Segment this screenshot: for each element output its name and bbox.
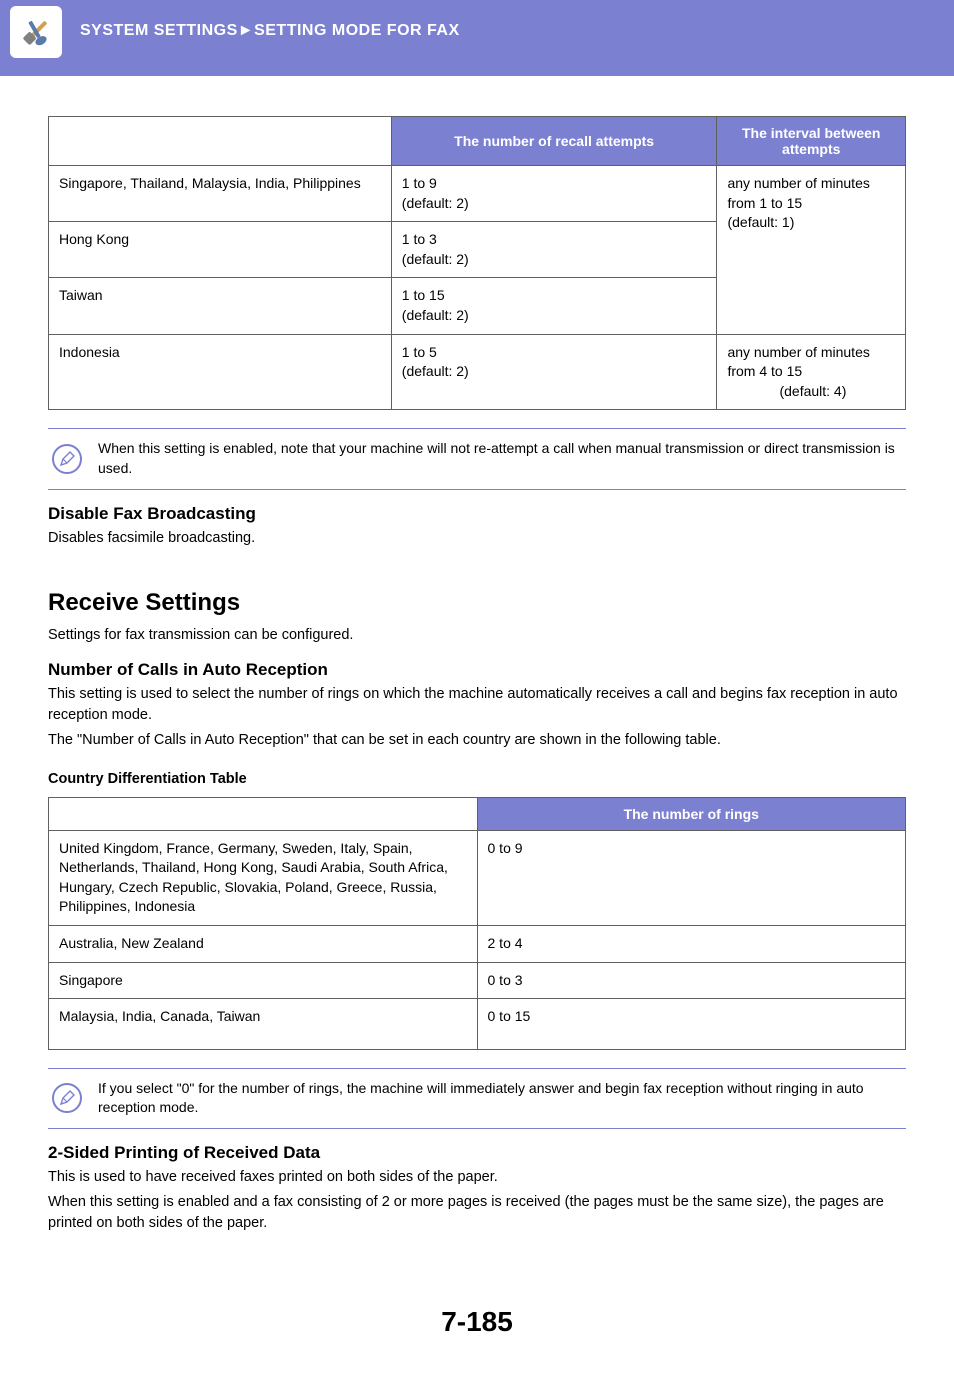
table-cell: 1 to 15 (default: 2) [391, 278, 717, 334]
table-cell: Singapore, Thailand, Malaysia, India, Ph… [49, 166, 392, 222]
table-cell: Australia, New Zealand [49, 925, 478, 962]
section-heading: Number of Calls in Auto Reception [48, 660, 906, 680]
table-cell: United Kingdom, France, Germany, Sweden,… [49, 830, 478, 925]
table-cell: Taiwan [49, 278, 392, 334]
tools-icon [10, 6, 62, 58]
header-title: SYSTEM SETTINGS►SETTING MODE FOR FAX [80, 22, 460, 40]
table-cell: 1 to 3 (default: 2) [391, 222, 717, 278]
section-heading: 2-Sided Printing of Received Data [48, 1143, 906, 1163]
page-content: The number of recall attempts The interv… [0, 76, 954, 1388]
section-heading: Disable Fax Broadcasting [48, 504, 906, 524]
table-header-attempts: The number of recall attempts [391, 117, 717, 166]
table-header-empty [49, 797, 478, 830]
body-text: Disables facsimile broadcasting. [48, 528, 906, 549]
table-cell: any number of minutes from 4 to 15 (defa… [717, 334, 906, 410]
header-band: SYSTEM SETTINGS►SETTING MODE FOR FAX [0, 0, 954, 76]
pencil-icon [52, 1083, 82, 1113]
table-cell: 0 to 3 [477, 962, 906, 999]
country-rings-table: The number of rings United Kingdom, Fran… [48, 797, 906, 1050]
note-box: When this setting is enabled, note that … [48, 428, 906, 489]
table-cell: 2 to 4 [477, 925, 906, 962]
pencil-icon [52, 444, 82, 474]
table-cell: 1 to 5 (default: 2) [391, 334, 717, 410]
section-heading-large: Receive Settings [48, 589, 906, 617]
table-cell: Indonesia [49, 334, 392, 410]
table-header-interval: The interval between attempts [717, 117, 906, 166]
body-text: This setting is used to select the numbe… [48, 684, 906, 726]
table-cell: Singapore [49, 962, 478, 999]
table-cell: any number of minutes from 1 to 15 (defa… [717, 166, 906, 335]
body-text: Settings for fax transmission can be con… [48, 625, 906, 646]
note-box: If you select "0" for the number of ring… [48, 1068, 906, 1129]
table-cell: 0 to 15 [477, 999, 906, 1050]
table-title: Country Differentiation Table [48, 771, 906, 787]
interval-text: any number of minutes from 4 to 15 [727, 344, 869, 380]
interval-default: (default: 4) [727, 382, 895, 402]
table-header-empty [49, 117, 392, 166]
body-text: This is used to have received faxes prin… [48, 1167, 906, 1188]
body-text: The "Number of Calls in Auto Reception" … [48, 730, 906, 751]
note-text: When this setting is enabled, note that … [98, 439, 902, 478]
page-number: 7-185 [48, 1306, 906, 1338]
table-cell: Hong Kong [49, 222, 392, 278]
table-cell: 0 to 9 [477, 830, 906, 925]
table-header-rings: The number of rings [477, 797, 906, 830]
table-cell: Malaysia, India, Canada, Taiwan [49, 999, 478, 1050]
body-text: When this setting is enabled and a fax c… [48, 1192, 906, 1234]
note-text: If you select "0" for the number of ring… [98, 1079, 902, 1118]
recall-attempts-table: The number of recall attempts The interv… [48, 116, 906, 410]
table-cell: 1 to 9 (default: 2) [391, 166, 717, 222]
